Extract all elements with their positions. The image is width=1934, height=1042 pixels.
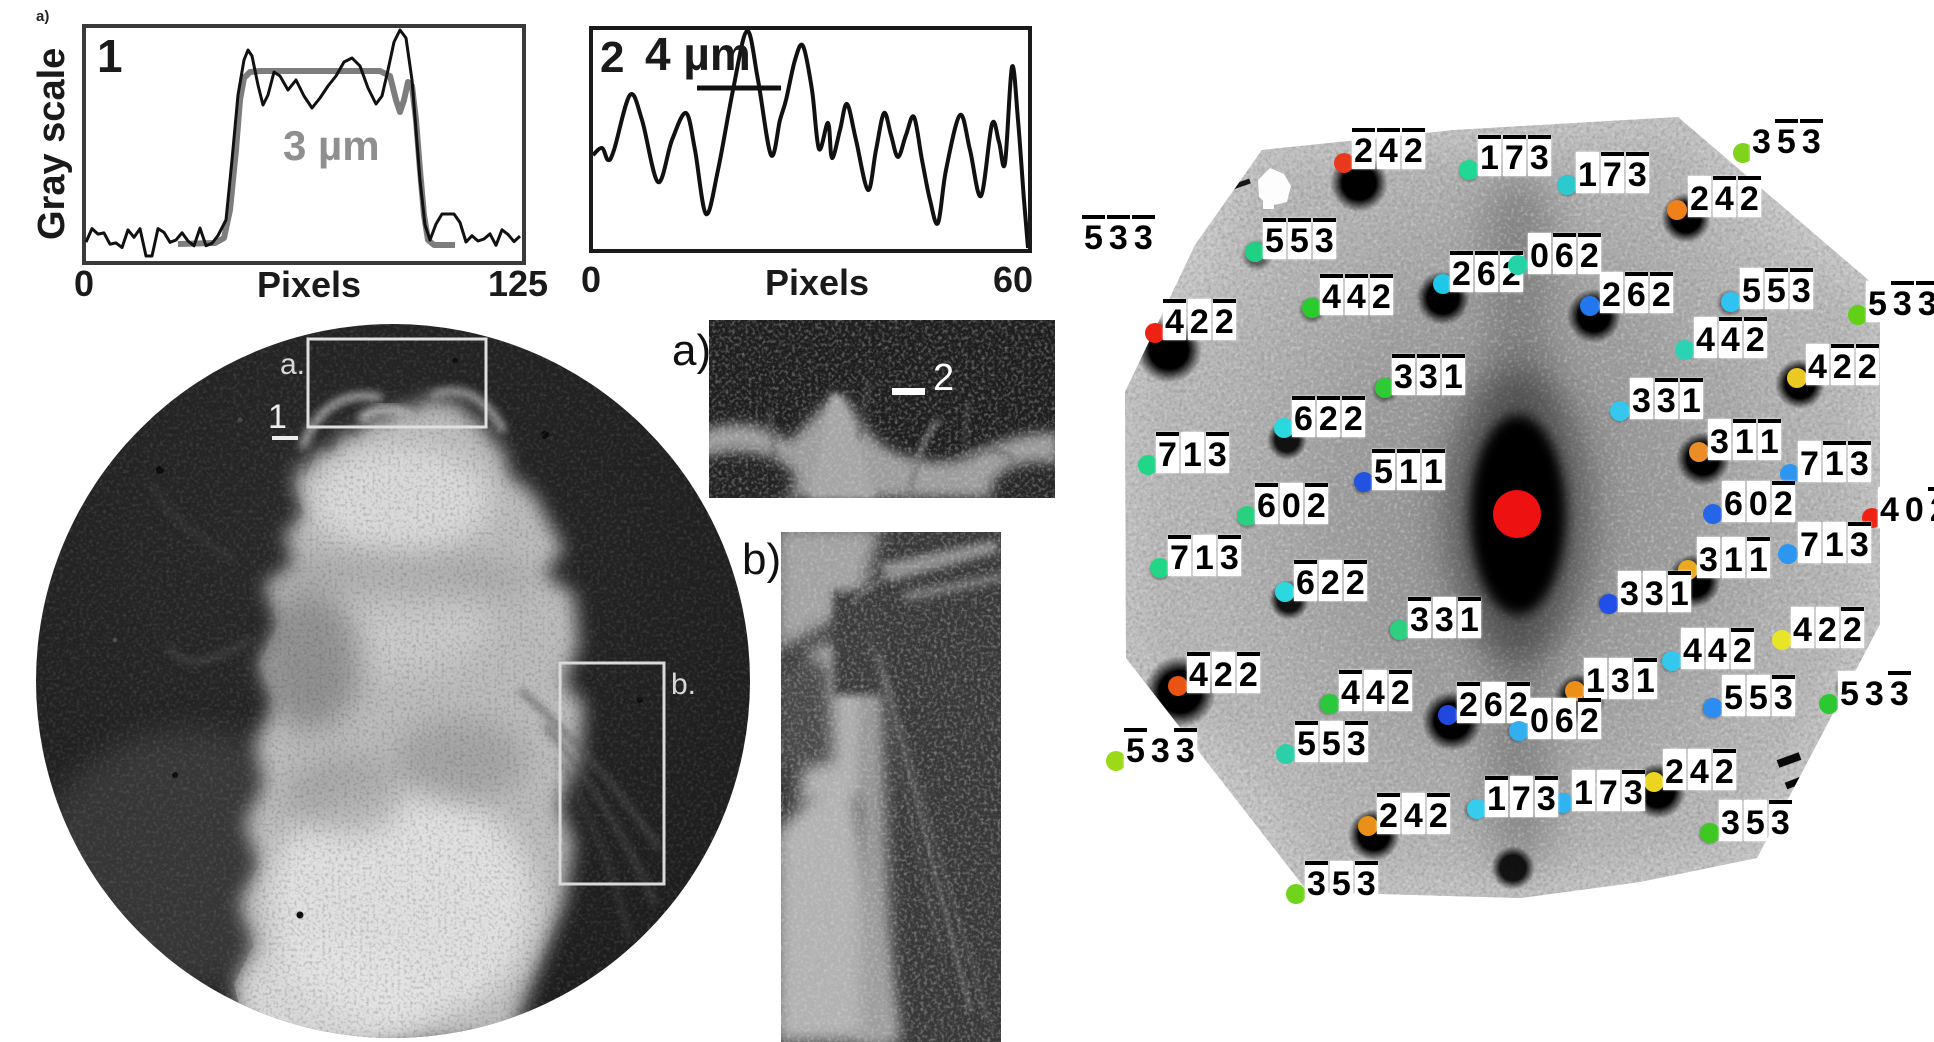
svg-text:Gray scale: Gray scale bbox=[31, 48, 73, 240]
svg-text:Pixels: Pixels bbox=[257, 264, 361, 305]
svg-text:2: 2 bbox=[933, 357, 954, 399]
svg-text:0: 0 bbox=[74, 263, 94, 304]
svg-text:Pixels: Pixels bbox=[765, 262, 869, 303]
svg-text:3 µm: 3 µm bbox=[283, 122, 380, 169]
svg-text:2: 2 bbox=[600, 33, 624, 82]
svg-text:1: 1 bbox=[268, 398, 287, 436]
svg-text:a.: a. bbox=[280, 348, 305, 381]
svg-text:1: 1 bbox=[97, 30, 123, 82]
svg-text:b.: b. bbox=[671, 668, 696, 701]
svg-text:60: 60 bbox=[993, 259, 1033, 300]
svg-text:0: 0 bbox=[581, 259, 601, 300]
svg-text:125: 125 bbox=[488, 263, 548, 304]
svg-text:4 µm: 4 µm bbox=[645, 28, 751, 80]
